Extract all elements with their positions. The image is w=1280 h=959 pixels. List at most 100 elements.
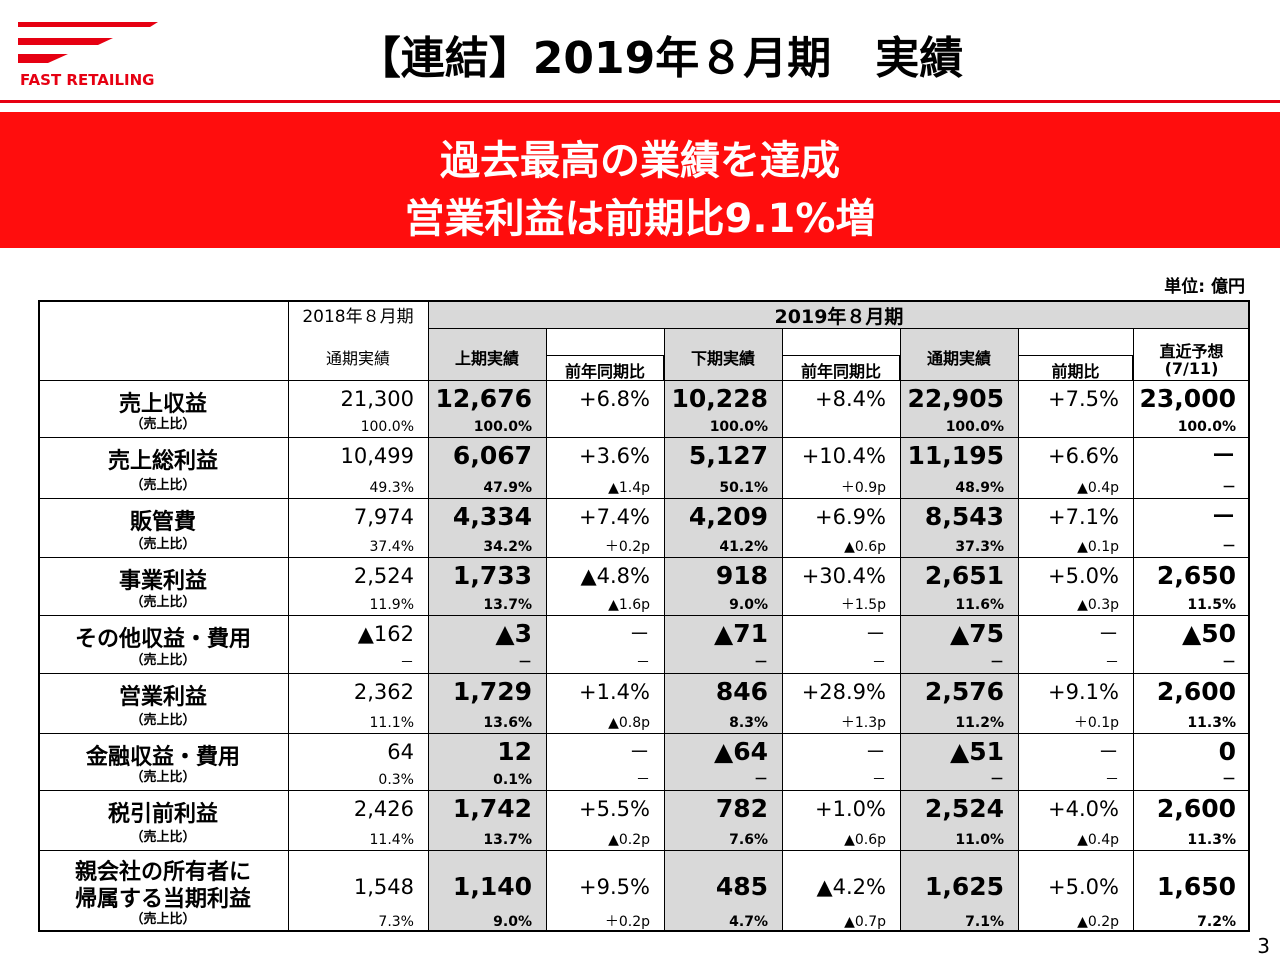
- h-line: [38, 850, 1250, 851]
- column-header: 上期実績: [454, 349, 519, 368]
- cell-ratio: 37.3%: [955, 539, 1004, 555]
- cell-value: 2,651: [924, 561, 1004, 590]
- cell-ratio: －: [1105, 772, 1119, 788]
- column-header: 前年同期比: [800, 362, 881, 381]
- cell-ratio: －: [1105, 655, 1119, 671]
- cell-ratio: 11.9%: [369, 597, 414, 613]
- cell-value: 2,426: [353, 797, 414, 821]
- cell-ratio: 11.2%: [955, 715, 1004, 731]
- cell-value: 8,543: [924, 502, 1004, 531]
- cell-value: 2,362: [353, 680, 414, 704]
- h-line: [38, 498, 1250, 499]
- cell-value: +10.4%: [801, 444, 886, 468]
- cell-value: －: [629, 622, 650, 646]
- cell-value: 10,499: [340, 444, 414, 468]
- cell-ratio: 8.3%: [729, 715, 768, 731]
- cell-value: +4.0%: [1048, 797, 1119, 821]
- cell-ratio: －: [400, 655, 414, 671]
- v-line: [428, 300, 429, 932]
- row-sub-label: （売上比）: [130, 912, 196, 927]
- cell-ratio: ▲1.6p: [608, 597, 650, 613]
- header-cell: [782, 355, 900, 380]
- row-label: 親会社の所有者に: [74, 860, 251, 885]
- cell-ratio: 41.2%: [719, 539, 768, 555]
- cell-ratio: ▲0.7p: [844, 914, 886, 930]
- row-label: 販管費: [129, 510, 196, 535]
- cell-value: 1,548: [353, 875, 414, 899]
- cell-value: ▲75: [949, 619, 1004, 648]
- banner-line: 過去最高の業績を達成: [440, 138, 840, 184]
- cell-value: +6.9%: [815, 505, 886, 529]
- cell-value: 485: [715, 872, 768, 901]
- cell-ratio: 4.7%: [729, 914, 768, 930]
- cell-ratio: 0.1%: [493, 772, 532, 788]
- cell-value: 11,195: [907, 441, 1004, 470]
- column-shade: [428, 328, 546, 932]
- column-header: 下期実績: [690, 349, 755, 368]
- column-header: 通期実績: [325, 349, 390, 368]
- cell-value: 846: [715, 677, 768, 706]
- row-label: 事業利益: [118, 569, 207, 594]
- cell-value: 22,905: [907, 384, 1004, 413]
- group-header: 2018年８月期: [302, 307, 414, 327]
- page-number: 3: [1257, 934, 1270, 958]
- cell-value: 2,576: [924, 677, 1004, 706]
- cell-ratio: 48.9%: [955, 480, 1004, 496]
- logo: FAST RETAILING: [18, 22, 158, 89]
- cell-value: 4,209: [688, 502, 768, 531]
- cell-ratio: ▲0.1p: [1077, 539, 1119, 555]
- v-line: [900, 328, 901, 932]
- cell-ratio: 7.2%: [1197, 914, 1236, 930]
- cell-value: －: [1098, 740, 1119, 764]
- row-label: 売上収益: [118, 392, 207, 417]
- cell-ratio: 100.0%: [945, 419, 1004, 435]
- cell-value: +5.0%: [1048, 564, 1119, 588]
- row-label: 税引前利益: [107, 802, 218, 827]
- cell-ratio: 49.3%: [369, 480, 414, 496]
- v-line: [1018, 328, 1019, 932]
- cell-value: 4,334: [452, 502, 532, 531]
- cell-value: －: [1210, 441, 1236, 470]
- cell-value: 23,000: [1139, 384, 1236, 413]
- column-shade: [900, 328, 1018, 932]
- cell-ratio: 11.0%: [955, 832, 1004, 848]
- cell-ratio: ＋1.3p: [840, 715, 886, 731]
- cell-value: ▲4.2%: [816, 875, 886, 899]
- cell-ratio: 11.1%: [369, 715, 414, 731]
- cell-ratio: －: [872, 772, 886, 788]
- cell-value: 782: [715, 794, 768, 823]
- cell-value: +7.5%: [1048, 387, 1119, 411]
- cell-value: 21,300: [340, 387, 414, 411]
- cell-value: 1,625: [924, 872, 1004, 901]
- row-label: 売上総利益: [107, 449, 218, 474]
- cell-ratio: 7.3%: [378, 914, 414, 930]
- row-label: 帰属する当期利益: [74, 887, 251, 912]
- cell-value: ▲4.8%: [580, 564, 650, 588]
- cell-ratio: 11.6%: [955, 597, 1004, 613]
- row-sub-label: （売上比）: [130, 417, 196, 432]
- cell-value: －: [865, 622, 886, 646]
- cell-ratio: 34.2%: [483, 539, 532, 555]
- cell-ratio: 13.7%: [483, 832, 532, 848]
- h-line: [38, 557, 1250, 558]
- cell-value: 918: [715, 561, 768, 590]
- cell-value: +9.5%: [579, 875, 650, 899]
- cell-value: 1,729: [452, 677, 532, 706]
- row-label: 営業利益: [118, 685, 207, 710]
- row-sub-label: （売上比）: [130, 595, 196, 610]
- cell-value: －: [629, 740, 650, 764]
- cell-ratio: ▲0.2p: [1077, 914, 1119, 930]
- cell-ratio: ▲0.3p: [1077, 597, 1119, 613]
- cell-ratio: 50.1%: [719, 480, 768, 496]
- v-line: [664, 328, 665, 932]
- cell-value: +9.1%: [1048, 680, 1119, 704]
- cell-ratio: 13.7%: [483, 597, 532, 613]
- cell-value: ▲51: [949, 737, 1004, 766]
- cell-value: +5.0%: [1048, 875, 1119, 899]
- column-header: 前期比: [1051, 362, 1100, 381]
- row-sub-label: （売上比）: [130, 537, 196, 552]
- cell-ratio: 0.3%: [378, 772, 414, 788]
- column-shade: [664, 328, 782, 932]
- cell-ratio: ▲0.8p: [608, 715, 650, 731]
- cell-ratio: 7.1%: [965, 914, 1004, 930]
